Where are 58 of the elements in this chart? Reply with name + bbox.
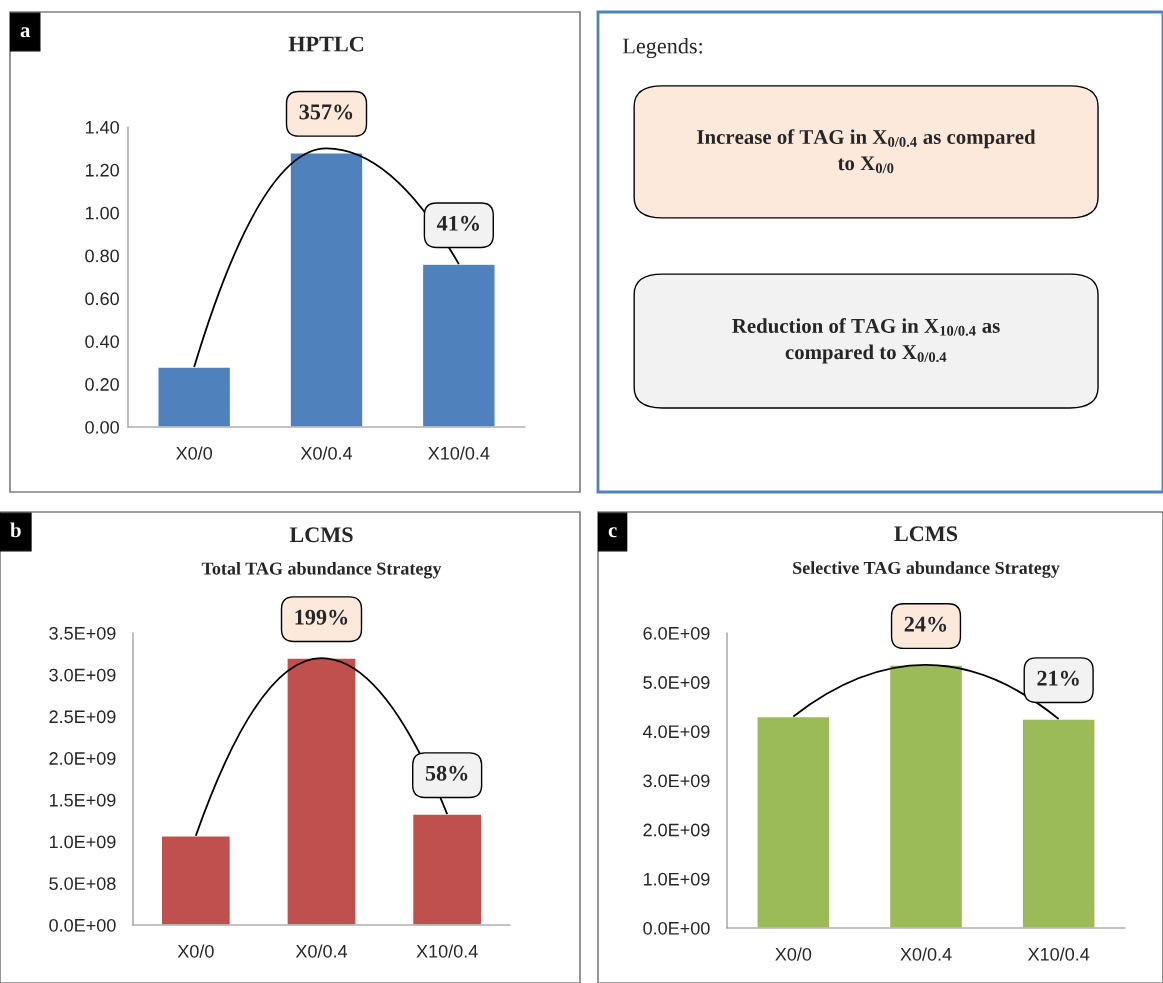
text: Increase of TAG in X$_{0/0.4}$ as compared to X$_{0/0}$ <box>697 129 1036 174</box>
bar <box>160 835 232 925</box>
y-tick-label: 1.5E+09 <box>49 793 116 807</box>
x-tick-label: X0/0.4 <box>900 947 952 961</box>
text: a <box>20 27 31 38</box>
x-tick-label: X0/0.4 <box>295 944 348 958</box>
annotation: 21% <box>1037 670 1079 686</box>
bar <box>411 813 483 925</box>
x-tick-label: X0/0 <box>177 944 214 958</box>
x-tick-label: X0/0 <box>176 446 213 460</box>
x-tick-label: X10/0.4 <box>416 944 478 958</box>
chart-title: LCMS <box>894 526 958 542</box>
bar <box>1021 718 1096 928</box>
y-tick-label: 6.0E+09 <box>643 626 710 640</box>
y-tick-label: 2.0E+09 <box>643 823 710 837</box>
bar <box>286 657 357 925</box>
y-tick-label: 1.20 <box>85 163 119 177</box>
y-tick-label: 0.0E+00 <box>49 918 116 932</box>
y-tick-label: 2.0E+09 <box>49 752 116 765</box>
bar <box>289 152 364 427</box>
bar <box>756 715 831 928</box>
y-tick-label: 5.0E+08 <box>49 877 116 891</box>
y-tick-label: 4.0E+09 <box>642 725 710 739</box>
y-tick-label: 3.5E+09 <box>49 626 116 640</box>
y-tick-label: 1.0E+09 <box>643 872 710 886</box>
y-tick-label: 0.00 <box>85 420 119 434</box>
bar <box>888 664 964 928</box>
annotation: 199% <box>295 609 348 625</box>
chart-subtitle: Total TAG abundance Strategy <box>201 561 442 579</box>
y-tick-label: 0.60 <box>85 292 119 306</box>
text: c <box>608 527 617 538</box>
bar <box>157 366 232 427</box>
y-tick-label: 1.00 <box>85 206 119 220</box>
x-tick-label: X0/0 <box>775 947 812 961</box>
bar <box>421 263 496 427</box>
x-tick-label: X0/0.4 <box>300 446 353 460</box>
y-tick-label: 3.0E+09 <box>49 668 116 682</box>
y-tick-label: 1.40 <box>85 120 119 134</box>
chart-subtitle: Selective TAG abundance Strategy <box>793 561 1060 578</box>
y-tick-label: 5.0E+09 <box>643 676 710 689</box>
annotation: 24% <box>904 616 947 632</box>
chart-title: LCMS <box>289 527 353 543</box>
annotation: 357% <box>299 104 353 120</box>
text: b <box>10 522 21 538</box>
y-tick-label: 1.0E+09 <box>49 835 116 849</box>
annotation: 41% <box>436 215 479 231</box>
text: Legends: <box>622 37 702 59</box>
annotation: 58% <box>425 765 468 781</box>
y-tick-label: 0.40 <box>85 335 119 349</box>
x-tick-label: X10/0.4 <box>1027 947 1090 961</box>
y-tick-label: 0.20 <box>85 378 119 391</box>
y-tick-label: 3.0E+09 <box>643 774 710 788</box>
y-tick-label: 2.5E+09 <box>49 710 116 724</box>
y-tick-label: 0.0E+00 <box>643 921 710 935</box>
chart-title: HPTLC <box>288 36 364 52</box>
y-tick-label: 0.80 <box>85 249 119 263</box>
x-tick-label: X10/0.4 <box>428 446 490 460</box>
text: Reduction of TAG in X$_{10/0.4}$ as compared to X$_{0/0.4}$ <box>732 318 1000 364</box>
